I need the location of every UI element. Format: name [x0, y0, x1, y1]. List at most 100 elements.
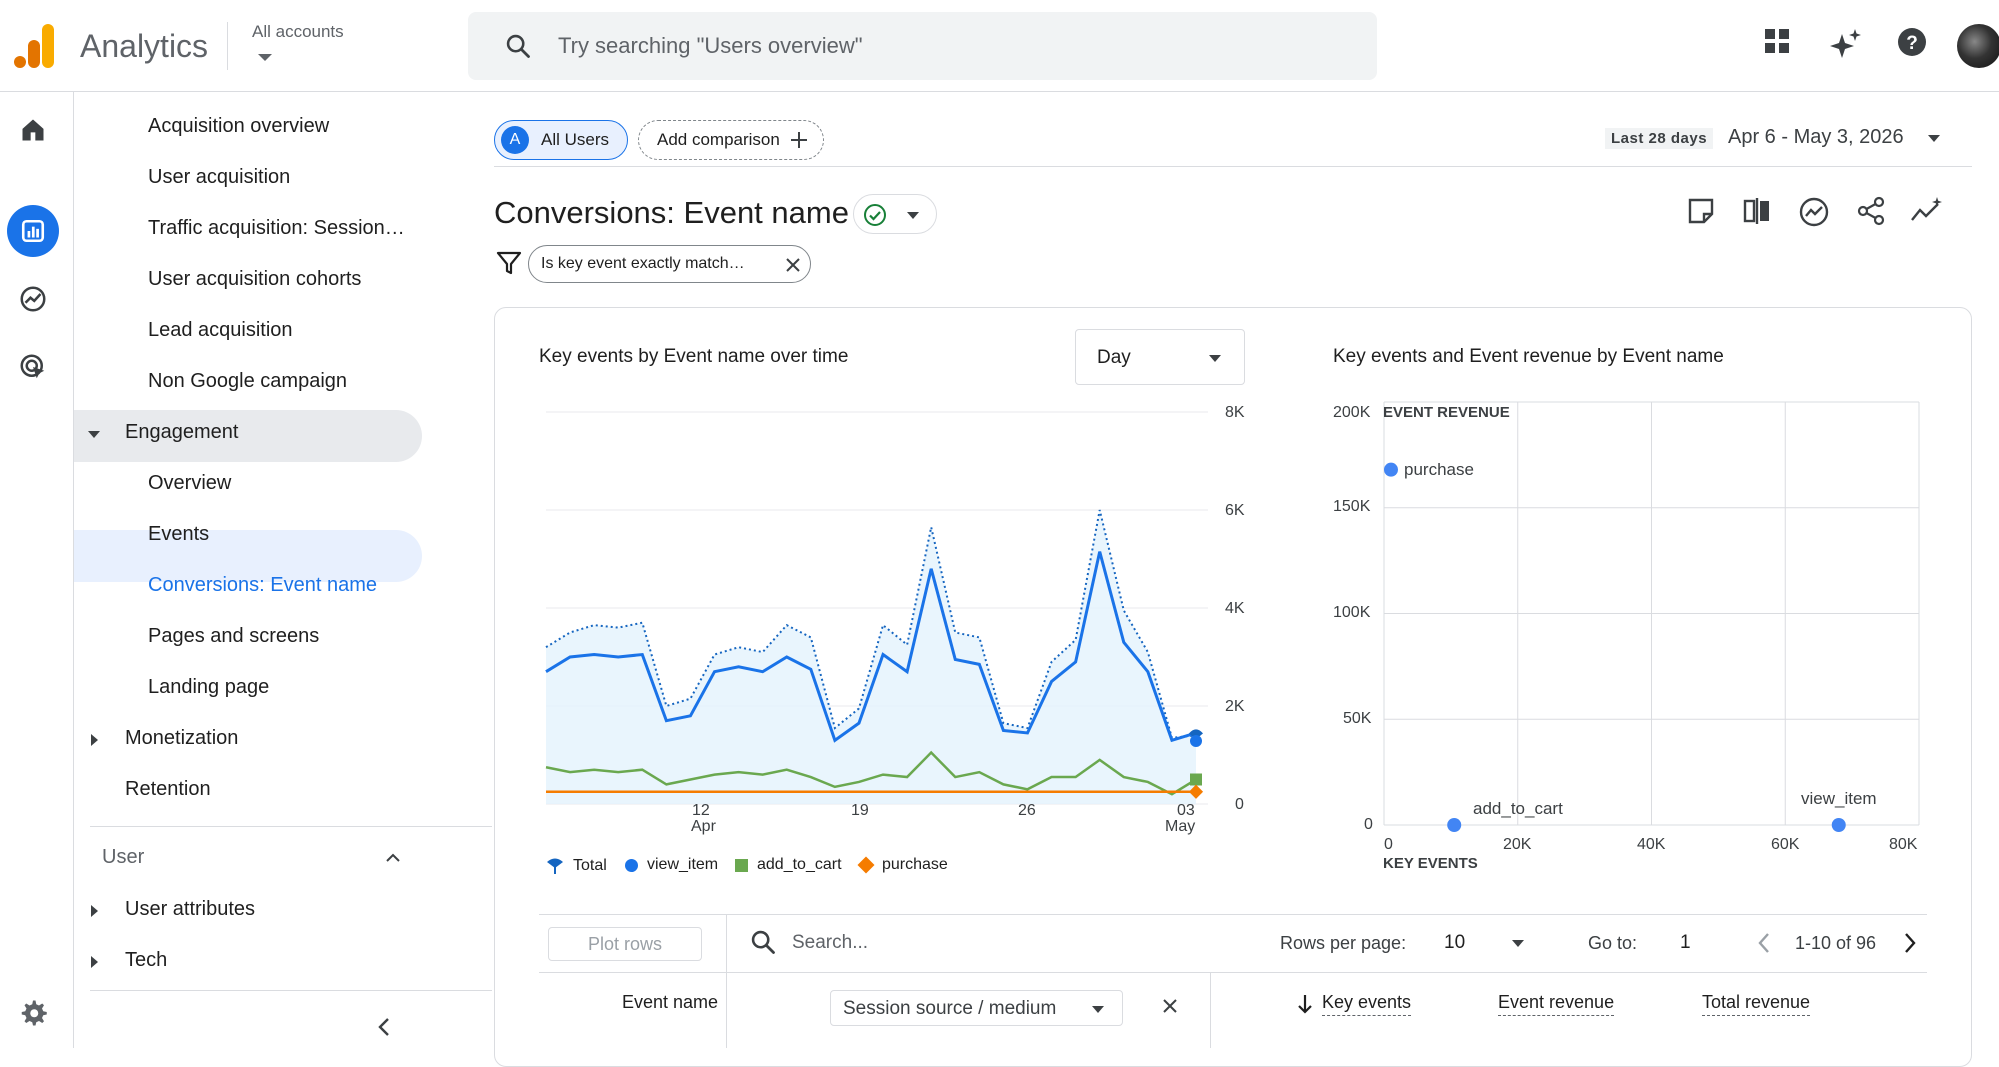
nav-item-user-acquisition[interactable]: User acquisition	[148, 166, 291, 188]
rows-per-page-select[interactable]: 10	[1444, 932, 1466, 953]
add-comparison-button[interactable]: Add comparison	[638, 120, 824, 160]
caret-down-icon[interactable]	[258, 54, 272, 61]
search-icon	[506, 34, 530, 58]
report-status-menu[interactable]	[853, 194, 937, 234]
close-icon[interactable]	[1162, 998, 1178, 1014]
nav-item-acquisition-overview[interactable]: Acquisition overview	[148, 115, 330, 137]
reports-button[interactable]	[7, 205, 59, 257]
trend-sparkle-icon[interactable]	[1910, 196, 1944, 226]
legend-label: Total	[573, 857, 607, 874]
end-marker-add-to-cart	[1190, 773, 1202, 786]
admin-button[interactable]	[7, 987, 59, 1039]
table-search-input[interactable]: Search...	[792, 932, 869, 953]
chevron-left-icon[interactable]	[376, 1016, 392, 1038]
chevron-right-icon[interactable]	[1902, 931, 1918, 955]
nav-item-events[interactable]: Events	[148, 523, 210, 545]
area-total	[546, 510, 1196, 804]
legend-item-purchase[interactable]: purchase	[857, 856, 948, 874]
avatar[interactable]	[1957, 24, 1999, 68]
nav-item-overview[interactable]: Overview	[148, 472, 232, 494]
col-header-event-revenue[interactable]: Event revenue	[1498, 992, 1615, 1016]
nav-item-non-google-campaign[interactable]: Non Google campaign	[148, 370, 348, 392]
legend-item-add-to-cart[interactable]: add_to_cart	[735, 856, 842, 874]
legend-swatch	[735, 858, 748, 872]
secondary-dimension-select[interactable]: Session source / medium	[830, 990, 1123, 1026]
legend-item-total[interactable]: Total	[545, 856, 607, 876]
legend-item-view-item[interactable]: view_item	[625, 856, 718, 874]
series-line-view-item	[545, 551, 1197, 743]
x-tick-label: 03	[1177, 802, 1195, 819]
search-bar[interactable]: Try searching "Users overview"	[468, 12, 1377, 80]
legend-label: view_item	[647, 856, 719, 873]
date-range-picker[interactable]: Apr 6 - May 3, 2026	[1728, 126, 1904, 148]
divider	[90, 826, 492, 827]
chevron-up-icon[interactable]	[384, 850, 402, 864]
caret-down-icon[interactable]	[1928, 135, 1940, 142]
divider	[227, 22, 228, 70]
customize-report-icon[interactable]	[1686, 196, 1716, 226]
col-header-event-name[interactable]: Event name	[622, 992, 719, 1012]
y-tick-label: 0	[1364, 816, 1373, 833]
granularity-select[interactable]: Day	[1075, 329, 1245, 385]
divider	[1210, 972, 1211, 1048]
search-input[interactable]: Try searching "Users overview"	[558, 33, 863, 58]
expand-icon[interactable]	[91, 956, 98, 968]
expand-icon[interactable]	[91, 905, 98, 917]
analytics-logo-icon[interactable]	[14, 24, 56, 68]
account-selector[interactable]: All accounts	[252, 22, 344, 41]
apps-grid-icon[interactable]	[1762, 26, 1792, 56]
nav-group-retention[interactable]: Retention	[125, 778, 211, 800]
home-button[interactable]	[7, 104, 59, 156]
explore-icon	[20, 286, 46, 312]
goto-input[interactable]: 1	[1680, 932, 1691, 953]
collapse-icon[interactable]	[88, 431, 100, 438]
nav-item-user-acquisition-cohorts[interactable]: User acquisition cohorts	[148, 268, 362, 290]
divider	[726, 914, 727, 1048]
expand-icon[interactable]	[91, 734, 98, 746]
sort-arrow-down-icon[interactable]	[1296, 993, 1314, 1015]
col-header-total-revenue[interactable]: Total revenue	[1702, 992, 1811, 1016]
nav-group-user-attributes[interactable]: User attributes	[125, 898, 256, 920]
svg-text:?: ?	[1906, 33, 1918, 54]
compare-icon[interactable]	[1742, 196, 1772, 226]
nav-item-conversions[interactable]: Conversions: Event name	[148, 574, 378, 596]
divider	[539, 972, 1927, 973]
caret-down-icon[interactable]	[1512, 940, 1524, 947]
y-tick-label: 2K	[1225, 698, 1245, 715]
col-header-key-events[interactable]: Key events	[1322, 992, 1412, 1016]
nav-group-engagement[interactable]: Engagement	[125, 421, 239, 443]
x-tick-label: 12	[692, 802, 710, 819]
nav-item-lead-acquisition[interactable]: Lead acquisition	[148, 319, 293, 341]
segment-chip-all-users[interactable]: A All Users	[494, 120, 628, 160]
filter-chip[interactable]: Is key event exactly match…	[528, 245, 811, 283]
page-title: Conversions: Event name	[494, 195, 849, 230]
help-icon[interactable]: ?	[1896, 26, 1928, 58]
report-nav: Acquisition overview User acquisition Tr…	[74, 92, 492, 1048]
plot-rows-button[interactable]: Plot rows	[548, 927, 702, 961]
explore-button[interactable]	[7, 273, 59, 325]
product-name: Analytics	[80, 28, 209, 64]
nav-group-tech[interactable]: Tech	[125, 949, 168, 971]
insights-icon[interactable]	[1798, 196, 1830, 228]
scatter-x-axis-label: KEY EVENTS	[1383, 855, 1478, 872]
y-tick-label: 8K	[1225, 404, 1245, 421]
nav-item-landing-page[interactable]: Landing page	[148, 676, 270, 698]
search-icon	[751, 930, 775, 954]
sparkle-icon[interactable]	[1828, 26, 1864, 62]
caret-down-icon	[907, 212, 919, 219]
nav-item-traffic-acquisition[interactable]: Traffic acquisition: Session…	[148, 217, 405, 239]
close-icon[interactable]	[785, 257, 801, 273]
nav-item-pages-and-screens[interactable]: Pages and screens	[148, 625, 320, 647]
share-icon[interactable]	[1856, 196, 1886, 226]
nav-section-user[interactable]: User	[102, 846, 145, 868]
x-tick-label: May	[1165, 818, 1196, 835]
chevron-left-icon[interactable]	[1756, 931, 1772, 955]
nav-group-monetization[interactable]: Monetization	[125, 727, 239, 749]
series-line-add-to-cart	[545, 750, 1197, 796]
segment-badge: A	[501, 126, 529, 154]
secondary-dimension-value: Session source / medium	[843, 998, 1057, 1019]
advertising-button[interactable]	[7, 341, 59, 393]
x-tick-label: 60K	[1771, 836, 1800, 853]
line-chart-title: Key events by Event name over time	[539, 346, 849, 367]
